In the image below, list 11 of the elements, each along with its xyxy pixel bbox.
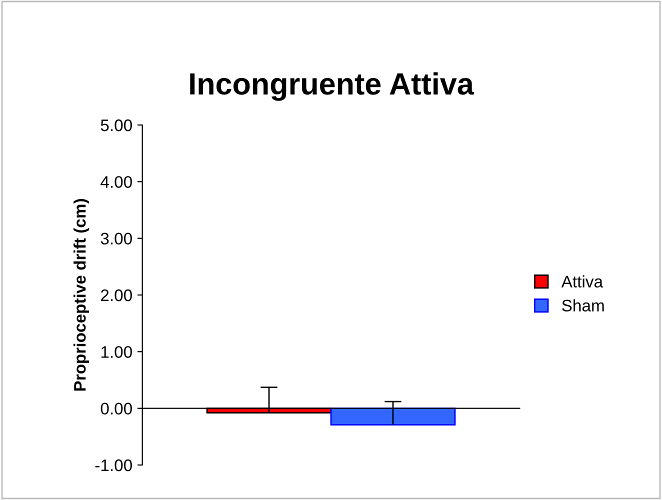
y-tick-label: 0.00 xyxy=(100,402,132,415)
y-tick-label: 2.00 xyxy=(101,289,132,302)
y-tick-label: 3.00 xyxy=(100,232,132,245)
legend-label: Sham xyxy=(562,299,604,312)
y-tick-label: 4.00 xyxy=(100,176,132,188)
legend-label: Attiva xyxy=(561,275,604,288)
y-axis-title: Proprioceptive drift (cm) xyxy=(74,199,90,391)
y-tick-label: -1.00 xyxy=(95,459,132,472)
y-tick-label: 5.00 xyxy=(100,119,132,132)
y-tick-label: 1.00 xyxy=(101,346,132,358)
chart-title: Incongruente Attiva xyxy=(190,72,474,101)
